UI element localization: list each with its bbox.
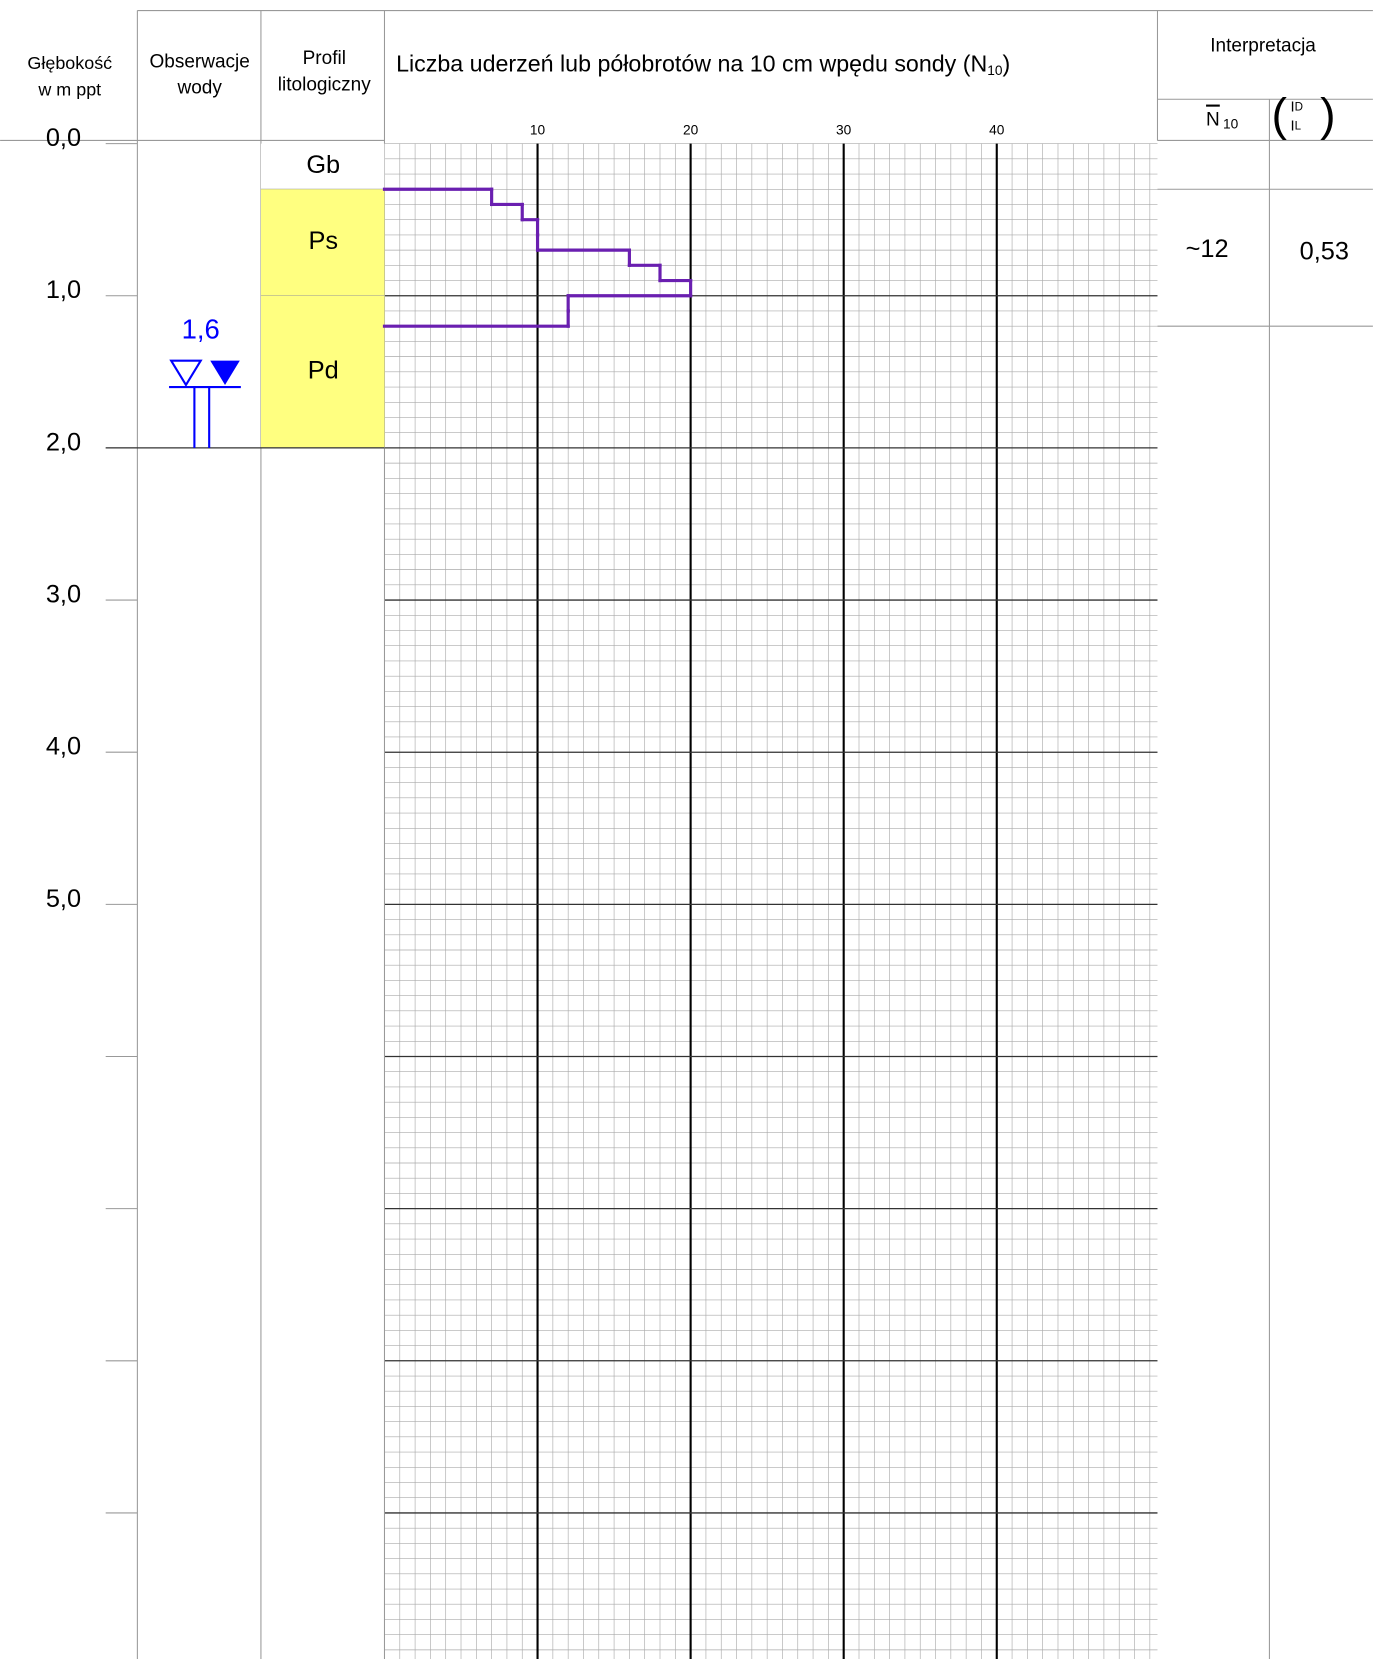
il-sub: L	[1295, 120, 1302, 133]
header-n-mean: N 10	[1206, 109, 1239, 131]
content: 10 20 30 40 0,0 1,0 2,0 3,0 4,0 5,0 Gb Ps Pd 1,6 ~12 0,…	[46, 123, 1373, 1514]
header-interpretation: Interpretacja	[1210, 35, 1316, 56]
n-symbol: N	[1206, 109, 1220, 130]
paren-right: )	[1320, 89, 1335, 141]
grid	[384, 143, 1158, 1659]
n-sub: 10	[1223, 116, 1239, 131]
y-tick-label: 5,0	[46, 885, 81, 913]
water-triangle-open	[169, 359, 203, 387]
y-tick-label: 1,0	[46, 276, 81, 304]
id-symbol: I	[1291, 100, 1295, 116]
x-tick-label: 40	[989, 123, 1005, 138]
chart-title: Liczba uderzeń lub półobrotów na 10 cm w…	[396, 51, 1010, 78]
header-profile-2: litologiczny	[278, 75, 371, 96]
layer-label: Gb	[306, 151, 340, 179]
n10-value: ~12	[1186, 235, 1229, 263]
title-sub: 10	[987, 62, 1003, 77]
paren-left: (	[1272, 89, 1288, 141]
header-depth-1: Głębokość	[27, 53, 112, 73]
water-triangle-filled	[210, 360, 240, 385]
il-symbol: I	[1291, 119, 1295, 135]
x-tick-label: 20	[683, 123, 699, 138]
layer-label: Ps	[308, 227, 338, 255]
layer	[260, 189, 385, 296]
layer	[260, 295, 385, 448]
header-water-1: Obserwacje	[150, 51, 250, 72]
layer	[260, 143, 385, 190]
x-tick-label: 10	[530, 123, 546, 138]
header-depth-2: w m ppt	[37, 80, 101, 100]
water-label: 1,6	[182, 313, 220, 344]
frame	[0, 10, 1373, 1659]
y-tick-label: 3,0	[46, 581, 81, 609]
y-tick-label: 0,0	[46, 124, 81, 152]
state-value: 0,53	[1300, 237, 1349, 265]
header-profile-1: Profil	[303, 48, 346, 69]
state-id: ID	[1291, 100, 1303, 116]
layer-label: Pd	[308, 357, 339, 385]
state-il: IL	[1291, 119, 1302, 135]
header-water-2: wody	[176, 78, 222, 99]
y-tick-label: 2,0	[46, 428, 81, 456]
title-end: )	[1003, 51, 1011, 77]
id-sub: D	[1295, 101, 1303, 114]
y-tick-label: 4,0	[46, 733, 81, 761]
title-main: Liczba uderzeń lub półobrotów na 10 cm w…	[396, 51, 987, 77]
x-tick-label: 30	[836, 123, 852, 138]
